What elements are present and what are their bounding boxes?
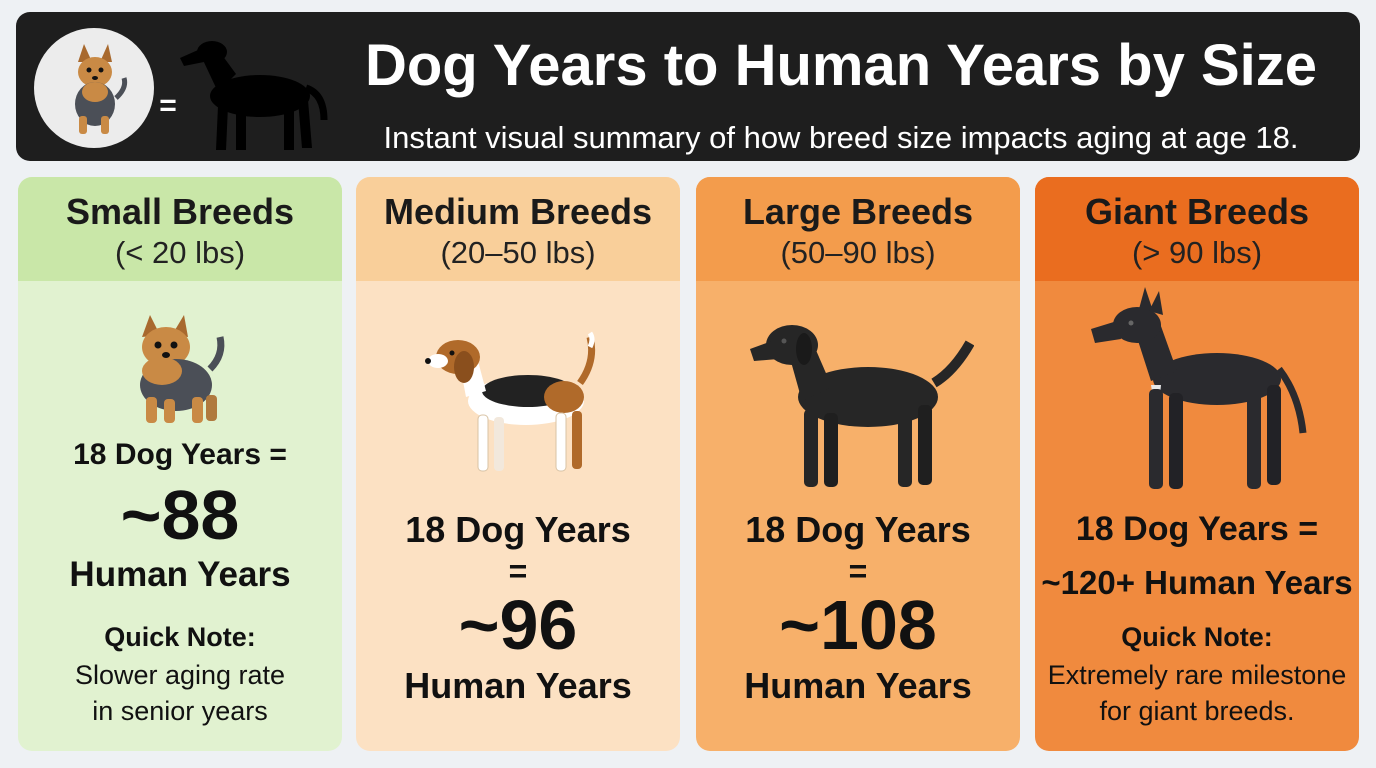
yorkie-icon bbox=[75, 44, 128, 134]
card-body: 18 Dog Years = ~108 Human Years bbox=[696, 281, 1020, 751]
human-years-value: ~120+ Human Years bbox=[1041, 564, 1353, 601]
labrador-icon bbox=[750, 325, 974, 487]
equals-sign: = bbox=[508, 553, 528, 589]
great-dane-icon bbox=[1091, 287, 1307, 489]
card-title: Giant Breeds bbox=[1084, 191, 1310, 232]
card-weight-range: (50–90 lbs) bbox=[780, 235, 936, 270]
dog-years-line: 18 Dog Years = bbox=[73, 438, 287, 471]
card-body: 18 Dog Years = ~88 Human Years Quick Not… bbox=[18, 281, 342, 751]
card-giant-breeds: Giant Breeds (> 90 lbs) 18 Dog Years = ~… bbox=[1035, 177, 1359, 751]
card-large-breeds: Large Breeds (50–90 lbs) 18 Dog Years = … bbox=[696, 177, 1020, 751]
card-title: Medium Breeds bbox=[383, 191, 653, 232]
human-years-label: Human Years bbox=[69, 555, 291, 594]
card-title: Small Breeds bbox=[65, 191, 295, 232]
quick-note-text: in senior years bbox=[92, 696, 268, 726]
card-weight-range: (20–50 lbs) bbox=[440, 235, 596, 270]
card-body: 18 Dog Years = ~120+ Human Years Quick N… bbox=[1035, 281, 1359, 751]
page-subtitle: Instant visual summary of how breed size… bbox=[383, 120, 1299, 155]
card-header: Medium Breeds (20–50 lbs) bbox=[356, 177, 680, 281]
dog-silhouette-icon bbox=[180, 41, 328, 150]
card-body: 18 Dog Years = ~96 Human Years bbox=[356, 281, 680, 751]
card-small-breeds: Small Breeds (< 20 lbs) 18 Dog Years = ~… bbox=[18, 177, 342, 751]
logo-equals: = bbox=[159, 89, 177, 122]
card-weight-range: (> 90 lbs) bbox=[1131, 235, 1263, 270]
dog-years-line: 18 Dog Years bbox=[405, 509, 631, 550]
header-banner: = Dog Years to Human Years by Size Insta… bbox=[16, 12, 1360, 161]
human-years-label: Human Years bbox=[404, 665, 632, 706]
human-years-value: ~96 bbox=[458, 586, 578, 664]
card-header: Large Breeds (50–90 lbs) bbox=[696, 177, 1020, 281]
quick-note-text: Extremely rare milestone bbox=[1047, 660, 1347, 690]
card-header: Giant Breeds (> 90 lbs) bbox=[1035, 177, 1359, 281]
header-logo: = bbox=[34, 28, 328, 150]
quick-note-label: Quick Note: bbox=[1121, 622, 1273, 652]
human-years-value: ~88 bbox=[120, 476, 240, 554]
quick-note-label: Quick Note: bbox=[104, 622, 256, 652]
card-medium-breeds: Medium Breeds (20–50 lbs) 18 Dog Years =… bbox=[356, 177, 680, 751]
beagle-icon bbox=[425, 331, 596, 472]
equals-sign: = bbox=[848, 553, 868, 589]
human-years-label: Human Years bbox=[744, 665, 972, 706]
yorkie-icon bbox=[140, 315, 225, 423]
card-header: Small Breeds (< 20 lbs) bbox=[18, 177, 342, 281]
quick-note-text: for giant breeds. bbox=[1099, 696, 1295, 726]
page-title: Dog Years to Human Years by Size bbox=[364, 33, 1318, 98]
card-title: Large Breeds bbox=[742, 191, 974, 232]
card-weight-range: (< 20 lbs) bbox=[114, 235, 246, 270]
quick-note-text: Slower aging rate bbox=[74, 660, 286, 690]
dog-years-line: 18 Dog Years bbox=[745, 509, 971, 550]
dog-years-line: 18 Dog Years = bbox=[1075, 510, 1319, 548]
human-years-value: ~108 bbox=[779, 586, 937, 664]
